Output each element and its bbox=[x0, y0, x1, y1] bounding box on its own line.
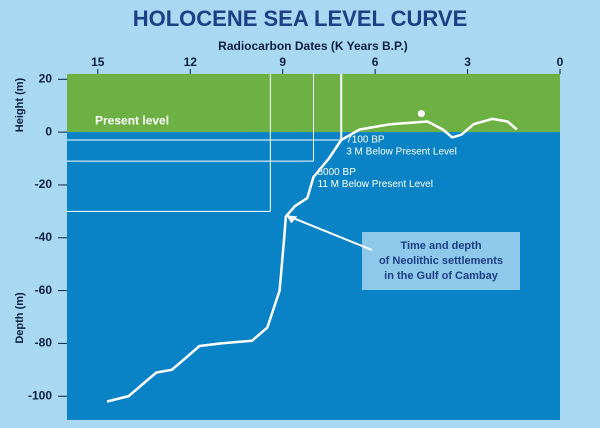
reference-label: 8000 BP bbox=[318, 167, 357, 178]
y-axis-label: Depth (m) bbox=[14, 292, 26, 344]
y-tick-label: -40 bbox=[35, 230, 53, 244]
x-tick-label: 0 bbox=[557, 55, 564, 69]
x-tick-label: 9 bbox=[279, 55, 286, 69]
y-tick-label: -20 bbox=[35, 177, 53, 191]
y-tick-label: 0 bbox=[45, 124, 52, 138]
x-axis-label: Radiocarbon Dates (K Years B.P.) bbox=[218, 39, 408, 53]
callout-label: Time and depth bbox=[400, 240, 481, 252]
y-axis-label: Height (m) bbox=[14, 77, 26, 132]
x-tick-label: 3 bbox=[464, 55, 471, 69]
present-level-label: Present level bbox=[95, 113, 169, 127]
x-tick-label: 12 bbox=[184, 55, 198, 69]
reference-label: 7100 BP bbox=[346, 135, 385, 146]
sea-level-curve bbox=[106, 117, 518, 403]
x-tick-label: 15 bbox=[91, 55, 105, 69]
callout-box bbox=[362, 232, 520, 290]
callout-label: in the Gulf of Cambay bbox=[384, 270, 499, 282]
data-point bbox=[417, 110, 425, 118]
reference-label: 11 M Below Present Level bbox=[318, 179, 433, 190]
chart-title: HOLOCENE SEA LEVEL CURVE bbox=[133, 6, 468, 31]
callout-label: of Neolithic settlements bbox=[379, 255, 503, 267]
y-tick-label: -60 bbox=[35, 283, 53, 297]
y-tick-label: -80 bbox=[35, 336, 53, 350]
callout-arrow bbox=[285, 214, 373, 251]
reference-label: 3 M Below Present Level bbox=[346, 147, 457, 158]
y-tick-label: -100 bbox=[28, 388, 52, 402]
x-tick-label: 6 bbox=[372, 55, 379, 69]
y-tick-label: 20 bbox=[39, 71, 53, 85]
callout-arrowhead bbox=[286, 215, 298, 224]
